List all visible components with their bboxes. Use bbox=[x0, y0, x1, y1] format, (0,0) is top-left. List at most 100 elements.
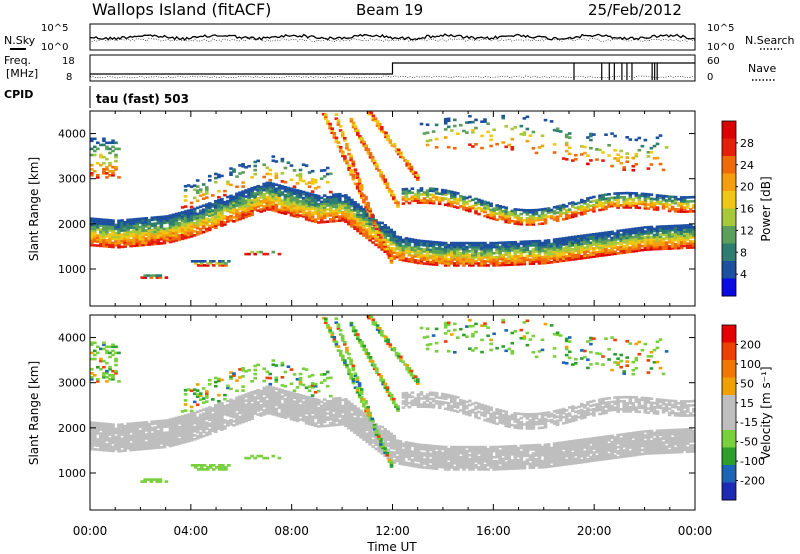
power-cell bbox=[220, 201, 224, 205]
velocity-cell bbox=[99, 424, 103, 427]
power-cell bbox=[335, 201, 339, 204]
power-cell bbox=[362, 200, 366, 204]
power-cell bbox=[637, 235, 642, 238]
power-cell bbox=[552, 250, 557, 254]
power-cell bbox=[413, 259, 418, 262]
power-cell bbox=[589, 233, 593, 236]
power-cell bbox=[456, 198, 460, 201]
power-cell bbox=[519, 260, 524, 264]
power-cell bbox=[682, 210, 687, 213]
power-cell bbox=[643, 194, 648, 198]
velocity-cell bbox=[329, 414, 333, 417]
power-cell bbox=[434, 123, 439, 127]
velocity-cell bbox=[135, 442, 139, 445]
velocity-cell bbox=[280, 403, 285, 406]
power-cell bbox=[450, 258, 454, 261]
power-cell bbox=[135, 236, 139, 239]
velocity-cell bbox=[268, 372, 273, 376]
power-cell bbox=[567, 202, 572, 205]
power-cell bbox=[685, 224, 690, 227]
velocity-cell bbox=[274, 411, 279, 415]
velocity-cell bbox=[211, 413, 215, 416]
power-cell bbox=[637, 136, 642, 140]
velocity-cell bbox=[189, 428, 194, 432]
power-cell bbox=[577, 245, 581, 248]
velocity-cell bbox=[280, 395, 285, 398]
power-cell bbox=[513, 216, 518, 219]
power-cell bbox=[250, 176, 254, 179]
power-cell bbox=[262, 163, 266, 167]
power-cell bbox=[217, 215, 221, 218]
velocity-cell bbox=[220, 410, 224, 413]
power-cell bbox=[679, 236, 684, 240]
power-cell bbox=[661, 202, 666, 206]
velocity-cell bbox=[244, 419, 248, 423]
power-cell bbox=[667, 209, 672, 213]
velocity-cell bbox=[313, 408, 318, 411]
power-cell bbox=[196, 260, 201, 263]
power-cell bbox=[619, 233, 623, 236]
velocity-cell bbox=[205, 413, 209, 416]
velocity-cell bbox=[244, 399, 248, 402]
power-cell bbox=[613, 238, 617, 241]
power-cell bbox=[398, 256, 403, 259]
power-cell bbox=[102, 222, 106, 226]
power-cell bbox=[613, 196, 617, 199]
power-cell bbox=[598, 148, 602, 152]
velocity-cell bbox=[329, 403, 333, 407]
power-cell bbox=[165, 217, 170, 220]
power-cell bbox=[338, 125, 343, 128]
power-cell bbox=[407, 241, 412, 245]
power-cell bbox=[295, 215, 300, 219]
velocity-cell bbox=[105, 434, 109, 438]
power-cell bbox=[676, 226, 681, 230]
velocity-cell bbox=[180, 433, 185, 436]
velocity-cell bbox=[316, 389, 321, 393]
power-cell bbox=[483, 249, 487, 253]
power-cell bbox=[625, 204, 629, 207]
power-cell bbox=[344, 202, 348, 205]
power-cell bbox=[465, 249, 469, 253]
power-cell bbox=[304, 182, 309, 186]
power-cell bbox=[507, 221, 511, 224]
power-cell bbox=[489, 247, 493, 251]
power-cell bbox=[244, 201, 248, 204]
power-cell bbox=[601, 250, 605, 253]
power-cell bbox=[111, 229, 115, 232]
velocity-cell bbox=[283, 370, 288, 374]
power-cell bbox=[411, 170, 416, 174]
power-cell bbox=[386, 228, 390, 231]
velocity-cell bbox=[174, 443, 179, 446]
power-cell bbox=[583, 145, 587, 149]
power-cell bbox=[425, 131, 430, 135]
power-cell bbox=[446, 191, 451, 195]
power-cell bbox=[643, 244, 648, 247]
power-cell bbox=[549, 252, 554, 256]
power-cell bbox=[295, 199, 300, 202]
power-cell bbox=[392, 142, 397, 146]
power-cell bbox=[374, 243, 378, 247]
velocity-cell bbox=[316, 398, 321, 402]
power-cell bbox=[407, 253, 412, 257]
velocity-cell bbox=[117, 427, 121, 431]
power-cell bbox=[637, 237, 642, 240]
power-cell bbox=[501, 218, 505, 221]
power-cell bbox=[144, 239, 149, 242]
power-cell bbox=[552, 260, 557, 264]
power-cell bbox=[540, 210, 545, 213]
power-cell bbox=[280, 157, 285, 161]
power-cell bbox=[96, 217, 100, 221]
power-cell bbox=[574, 247, 578, 251]
velocity-cell bbox=[256, 390, 260, 394]
power-cell bbox=[655, 206, 660, 209]
power-cell bbox=[316, 215, 321, 218]
power-cell bbox=[483, 262, 487, 265]
power-cell bbox=[440, 249, 445, 253]
power-cell bbox=[214, 200, 218, 203]
power-cell bbox=[571, 215, 575, 219]
velocity-cell bbox=[304, 409, 309, 413]
power-cell bbox=[117, 221, 121, 225]
power-cell bbox=[607, 199, 611, 202]
power-cell bbox=[407, 245, 412, 249]
power-cell bbox=[383, 224, 387, 227]
